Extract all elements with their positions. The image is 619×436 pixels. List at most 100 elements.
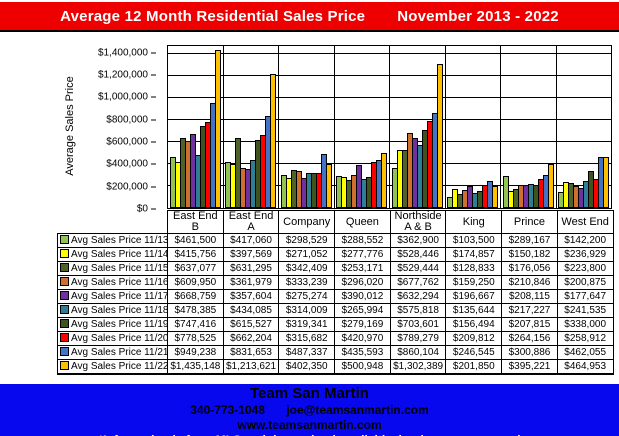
legend-swatch [60,249,69,258]
value-cell: $279,169 [334,317,391,332]
series-row: Avg Sales Price 11/16 $609,950 $361,979 $33… [57,275,614,290]
disclaimer-text: Information is from MLS and deemed to be… [103,433,520,436]
category-header: East End B [167,210,224,234]
value-cell: $1,213,621 [222,359,280,375]
value-cell: $778,525 [167,331,224,346]
category-header: Northside A & B [389,210,447,234]
series-row: Avg Sales Price 11/14 $415,756 $397,569 $27… [57,247,614,262]
value-cell: $361,979 [222,275,280,290]
series-label-cell: Avg Sales Price 11/13 [57,233,168,248]
value-cell: $103,500 [445,233,503,248]
series-label: Avg Sales Price 11/22 [71,361,168,372]
value-cell: $464,953 [556,359,614,375]
value-cell: $397,569 [222,247,280,262]
category-slot-7 [557,46,612,208]
bar [325,163,332,208]
tick-mark [151,96,156,98]
table-body: Avg Sales Price 11/13 $461,500 $417,060 $29… [57,233,614,375]
tick-mark [151,74,156,76]
legend-swatch [60,305,69,314]
tick-mark [151,52,156,54]
value-cell: $609,950 [167,275,224,290]
value-cell: $357,604 [222,289,280,304]
legend-swatch [60,333,69,342]
category-header: East End A [222,210,280,234]
series-row: Avg Sales Price 11/19 $747,416 $615,527 $31… [57,317,614,332]
bar [603,156,610,208]
series-label: Avg Sales Price 11/14 [71,249,168,260]
value-cell: $258,912 [556,331,614,346]
value-cell: $207,815 [501,317,558,332]
website-link[interactable]: www.teamsanmartin.com [237,418,382,432]
value-cell: $289,167 [501,233,558,248]
legend-swatch [60,277,69,286]
footer: Team San Martin 340-773-1048 joe@teamsan… [0,384,619,436]
series-label-cell: Avg Sales Price 11/19 [57,317,168,332]
value-cell: $434,085 [222,303,280,318]
series-label-cell: Avg Sales Price 11/17 [57,289,168,304]
category-header: Queen [334,210,391,234]
email-link[interactable]: joe@teamsanmartin.com [286,403,429,417]
value-cell: $615,527 [222,317,280,332]
category-slot-6 [501,46,557,208]
category-header: Company [278,210,336,234]
value-cell: $333,239 [278,275,336,290]
series-row: Avg Sales Price 11/22 $1,435,148 $1,213,62… [57,359,614,375]
bar [547,164,554,208]
legend-swatch [60,347,69,356]
tick-label: $1,000,000 [98,92,156,103]
series-row: Avg Sales Price 11/15 $637,077 $631,295 $34… [57,261,614,276]
chart-section: Average Sales Price $0 $200,000 $400,000 $6… [0,32,619,215]
tick-label: $200,000 [106,181,156,192]
series-label: Avg Sales Price 11/17 [71,291,168,302]
value-cell: $420,970 [334,331,391,346]
series-label: Avg Sales Price 11/15 [71,263,168,274]
bar [436,64,443,208]
value-cell: $271,052 [278,247,336,262]
contact-line: 340-773-1048 joe@teamsanmartin.com [0,403,619,417]
value-cell: $417,060 [222,233,280,248]
value-cell: $150,182 [501,247,558,262]
series-row: Avg Sales Price 11/17 $668,759 $357,604 $27… [57,289,614,304]
tick-label: $800,000 [106,114,156,125]
value-cell: $668,759 [167,289,224,304]
tick-mark [151,186,156,188]
series-label: Avg Sales Price 11/21 [71,347,168,358]
value-cell: $314,009 [278,303,336,318]
value-cell: $223,800 [556,261,614,276]
value-cell: $402,350 [278,359,336,375]
series-row: Avg Sales Price 11/20 $778,525 $662,204 $31… [57,331,614,346]
value-cell: $159,250 [445,275,503,290]
y-axis-ticks: $0 $200,000 $400,000 $600,000 $800,000 $1,000… [0,45,160,215]
value-cell: $462,055 [556,345,614,360]
chart-title: Average 12 Month Residential Sales Price [60,7,366,25]
bar [214,49,221,208]
value-cell: $949,238 [167,345,224,360]
value-cell: $632,294 [389,289,447,304]
series-label-cell: Avg Sales Price 11/20 [57,331,168,346]
value-cell: $362,900 [389,233,447,248]
value-cell: $575,818 [389,303,447,318]
bar [381,152,388,208]
series-row: Avg Sales Price 11/21 $949,238 $831,653 $48… [57,345,614,360]
bar [492,185,499,208]
series-label: Avg Sales Price 11/13 [71,235,168,246]
plot-area [167,45,612,209]
value-cell: $703,601 [389,317,447,332]
tick-label: $400,000 [106,159,156,170]
value-cell: $208,115 [501,289,558,304]
value-cell: $390,012 [334,289,391,304]
value-cell: $395,221 [501,359,558,375]
phone-number: 340-773-1048 [190,403,265,417]
tick-label: $0 [137,204,156,215]
category-header: West End [556,210,614,234]
series-label-cell: Avg Sales Price 11/18 [57,303,168,318]
value-cell: $275,274 [278,289,336,304]
value-cell: $200,875 [556,275,614,290]
value-cell: $288,552 [334,233,391,248]
value-cell: $461,500 [167,233,224,248]
value-cell: $435,593 [334,345,391,360]
value-cell: $217,227 [501,303,558,318]
value-cell: $209,812 [445,331,503,346]
